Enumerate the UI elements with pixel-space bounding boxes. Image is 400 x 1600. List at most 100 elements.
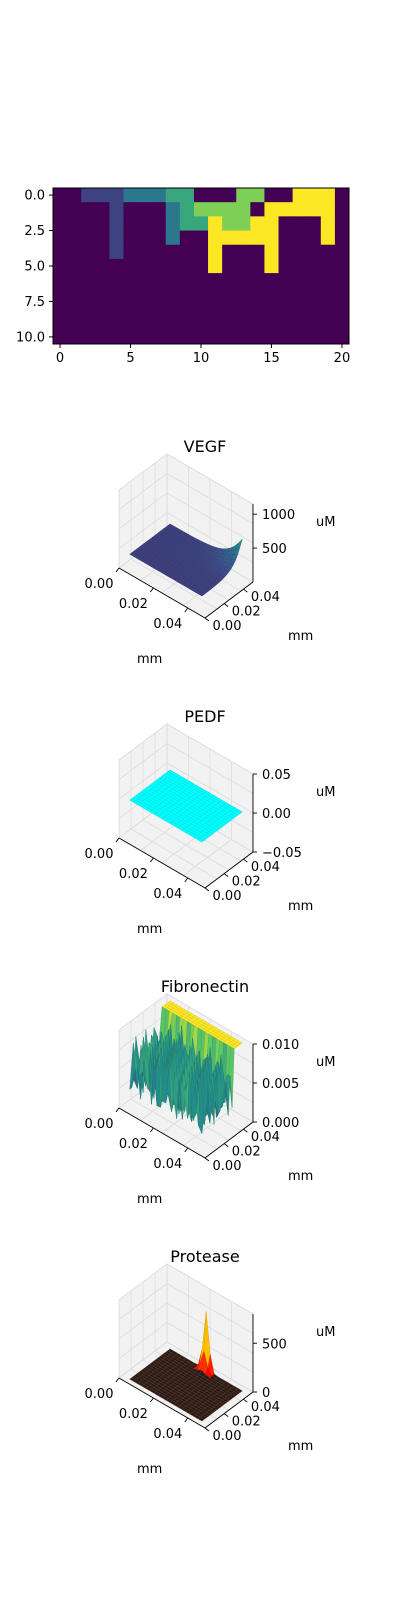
heatmap-cell <box>236 273 251 288</box>
heatmap-cell <box>151 329 167 345</box>
heatmap-cell <box>306 188 322 203</box>
x-tick-mark <box>184 877 189 883</box>
heatmap-cell <box>53 273 68 288</box>
heatmap-cell <box>81 329 96 345</box>
heatmap-ytick-label: 2.5 <box>24 224 45 239</box>
heatmap-cell <box>193 230 209 246</box>
vegf-ylabel: mm <box>288 629 313 644</box>
heatmap-cell <box>292 315 308 331</box>
protease-xlabel: mm <box>137 1462 162 1477</box>
surface <box>129 1000 243 1135</box>
protease-title: Protease <box>170 1247 239 1266</box>
z-tick-label: 0 <box>262 1386 270 1401</box>
heatmap-cell <box>250 329 265 345</box>
heatmap-cell <box>193 329 209 345</box>
heatmap-cell <box>334 329 350 345</box>
heatmap-cell <box>278 273 294 288</box>
x-tick-mark <box>115 837 120 843</box>
y-tick-mark <box>223 873 229 877</box>
heatmap-cell <box>208 301 223 317</box>
grid-line <box>118 1283 168 1320</box>
x-tick-label: 0.02 <box>119 867 148 882</box>
grid-line <box>118 762 168 800</box>
heatmap-cell <box>165 188 181 203</box>
heatmap-cell <box>81 258 96 274</box>
heatmap-cell <box>179 216 195 231</box>
heatmap-cell <box>109 216 124 231</box>
heatmap-cell <box>123 244 138 260</box>
heatmap-cell <box>81 244 96 260</box>
grid-line <box>166 492 254 544</box>
heatmap-cell <box>208 230 223 246</box>
heatmap-cell <box>306 244 322 260</box>
heatmap-cell <box>264 216 279 231</box>
heatmap-cell <box>67 329 82 345</box>
heatmap-cell <box>165 287 181 302</box>
heatmap-cell <box>179 258 195 274</box>
heatmap-cell <box>236 258 251 274</box>
heatmap-cell <box>137 301 153 317</box>
heatmap-cell <box>292 301 308 317</box>
heatmap-cell <box>320 230 336 246</box>
heatmap-cell <box>137 273 153 288</box>
heatmap-cell <box>67 301 82 317</box>
heatmap-cell <box>123 230 138 246</box>
heatmap-cell <box>123 258 138 274</box>
x-axis-line <box>118 567 206 619</box>
grid-line <box>118 743 168 780</box>
heatmap-cell <box>95 273 110 288</box>
grid-line <box>118 492 168 530</box>
pedf-zlabel: uM <box>316 785 335 800</box>
surface <box>129 769 243 843</box>
heatmap-cell <box>193 287 209 302</box>
y-tick-mark <box>204 887 210 892</box>
heatmap-cell <box>208 315 223 331</box>
heatmap-cell <box>193 301 209 317</box>
x-tick-label: 0.04 <box>153 887 182 902</box>
heatmap-cell <box>109 230 124 246</box>
fibronectin-title: Fibronectin <box>161 977 249 996</box>
heatmap-cell <box>95 258 110 274</box>
x-tick-mark <box>115 567 120 573</box>
z-tick-label: 0.05 <box>262 768 291 783</box>
heatmap-cell <box>222 188 237 203</box>
y-tick-mark <box>243 1398 248 1403</box>
heatmap-cell <box>264 329 279 345</box>
heatmap-cell <box>208 244 223 260</box>
y-tick-mark <box>223 603 229 607</box>
heatmap-cell <box>222 315 237 331</box>
heatmap-cell <box>264 258 279 274</box>
heatmap-cell <box>222 202 237 217</box>
y-axis-line <box>204 1121 254 1159</box>
x-tick-label: 0.02 <box>119 597 148 612</box>
heatmap-cell <box>165 258 181 274</box>
heatmap-cell <box>53 287 68 302</box>
heatmap-cell <box>334 273 350 288</box>
heatmap-cell <box>236 244 251 260</box>
x-tick-label: 0.00 <box>85 1387 114 1402</box>
heatmap-cell <box>222 244 237 260</box>
heatmap-ytick-label: 7.5 <box>24 295 45 310</box>
heatmap-cell <box>236 315 251 331</box>
surface <box>129 523 243 597</box>
heatmap-cell <box>137 202 153 217</box>
heatmap-cell <box>81 202 96 217</box>
y-tick-mark <box>204 617 210 622</box>
heatmap-cell <box>236 188 251 203</box>
heatmap-cell <box>193 244 209 260</box>
heatmap-ytick-label: 10.0 <box>16 330 45 345</box>
heatmap-cell <box>278 301 294 317</box>
heatmap-cell <box>208 329 223 345</box>
vegf-xlabel: mm <box>137 652 162 667</box>
pedf-panel: PEDF uM mm mm 0.000.020.04 0.000.020.04−0… <box>85 707 336 937</box>
y-tick-mark <box>223 1413 229 1417</box>
heatmap-cell <box>151 188 167 203</box>
heatmap-cell <box>222 287 237 302</box>
heatmap-cell <box>292 329 308 345</box>
y-tick-label: 0.02 <box>232 605 261 620</box>
heatmap-cell <box>95 202 110 217</box>
z-tick-label: 0.005 <box>262 1077 299 1092</box>
heatmap-cell <box>165 202 181 217</box>
